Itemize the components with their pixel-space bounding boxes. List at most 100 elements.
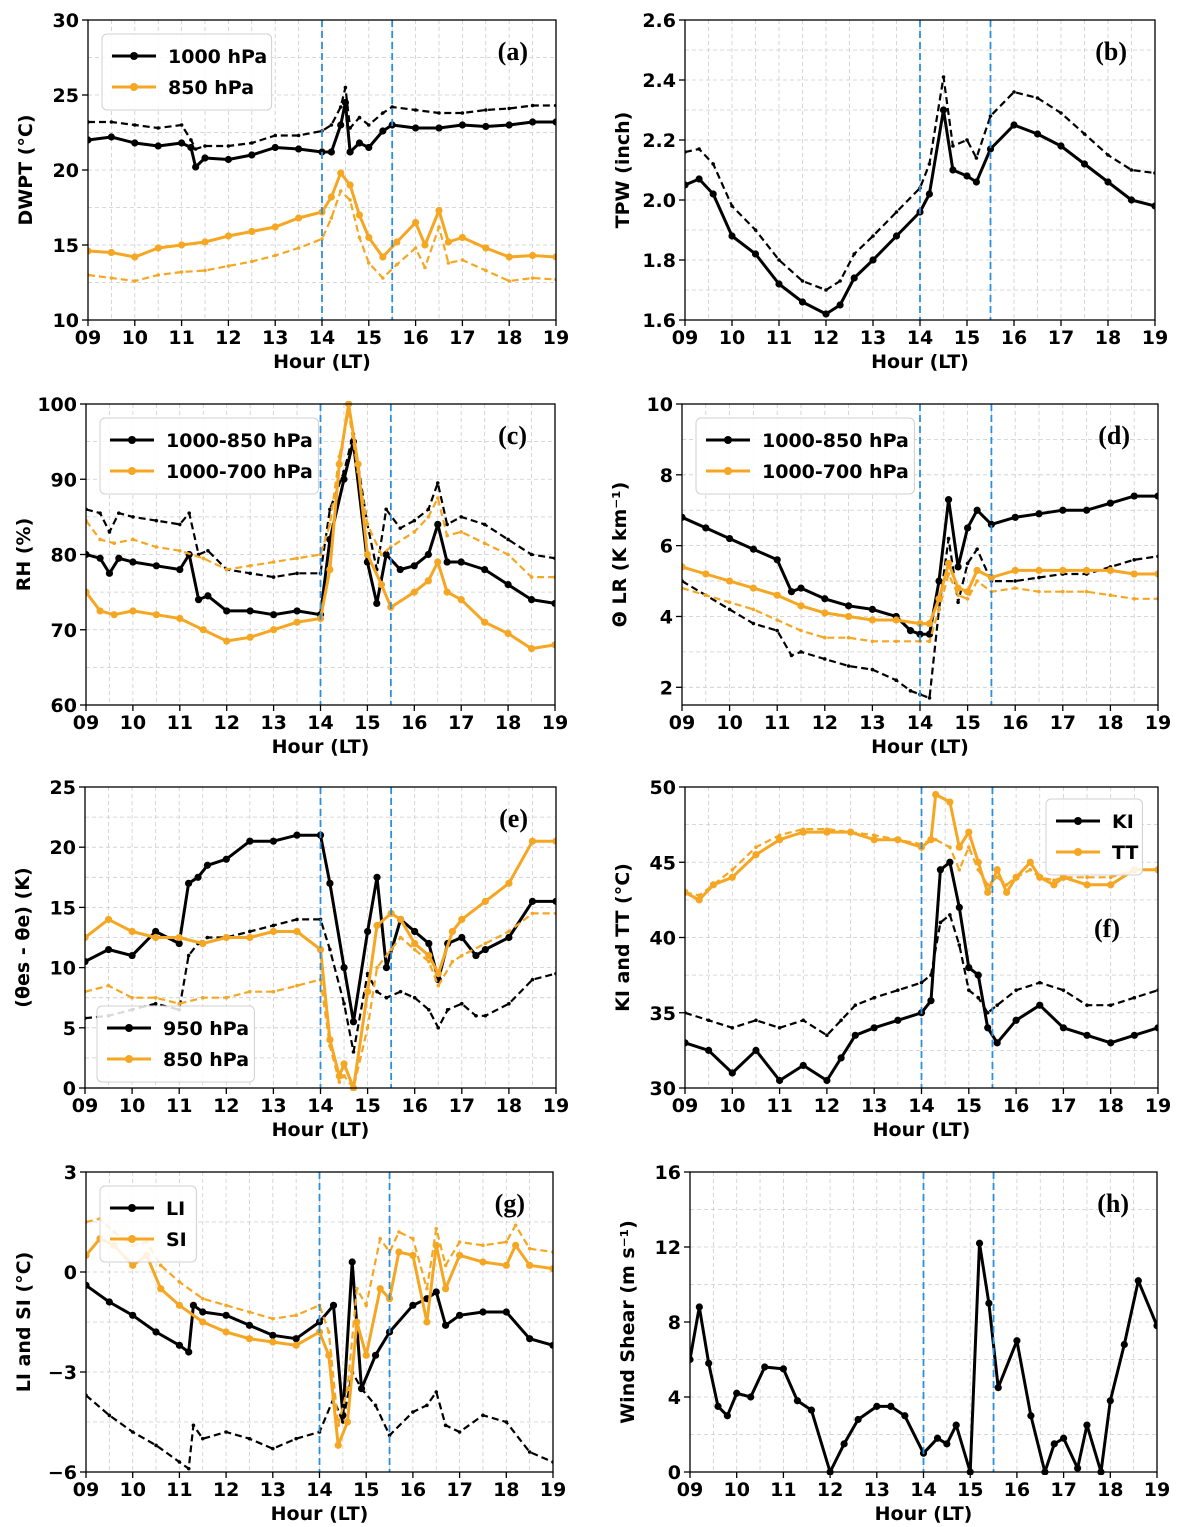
data-point bbox=[346, 181, 354, 189]
x-tick-label: 18 bbox=[496, 1095, 522, 1117]
x-tick-label: 16 bbox=[401, 712, 427, 734]
legend-label: 1000 hPa bbox=[168, 46, 267, 68]
data-point bbox=[382, 550, 390, 559]
data-point bbox=[985, 1010, 990, 1015]
data-point bbox=[985, 883, 990, 887]
data-point bbox=[445, 522, 449, 527]
data-point bbox=[754, 845, 758, 849]
data-point bbox=[730, 1026, 735, 1030]
y-axis-label: (θes - θe) (K) bbox=[12, 867, 34, 1007]
data-point bbox=[1012, 90, 1016, 94]
legend-box bbox=[99, 417, 319, 495]
data-point bbox=[343, 1418, 352, 1426]
x-tick-label: 09 bbox=[75, 327, 101, 349]
data-point bbox=[367, 261, 371, 265]
data-point bbox=[200, 1436, 205, 1441]
data-point bbox=[753, 228, 758, 232]
data-point bbox=[1037, 875, 1042, 880]
data-point bbox=[107, 248, 115, 257]
data-point bbox=[944, 559, 953, 567]
data-point bbox=[129, 1311, 137, 1319]
data-point bbox=[1107, 881, 1115, 889]
data-point bbox=[946, 536, 951, 541]
x-tick-label: 18 bbox=[1097, 1479, 1123, 1501]
data-point bbox=[1028, 867, 1033, 872]
data-point bbox=[362, 1351, 370, 1359]
x-tick-label: 19 bbox=[543, 1095, 569, 1117]
data-point bbox=[337, 121, 345, 129]
data-point bbox=[346, 148, 354, 156]
data-point bbox=[1107, 1039, 1115, 1047]
y-tick-label: 12 bbox=[655, 1237, 681, 1259]
data-point bbox=[527, 644, 536, 653]
dashed-series-line bbox=[88, 189, 556, 283]
x-tick-label: 14 bbox=[907, 327, 933, 349]
data-point bbox=[271, 143, 279, 152]
data-point bbox=[1130, 492, 1138, 500]
data-point bbox=[271, 223, 279, 231]
data-point bbox=[850, 274, 858, 282]
data-point bbox=[199, 1308, 207, 1316]
x-tick-label: 19 bbox=[1144, 1479, 1170, 1501]
data-point bbox=[836, 301, 844, 309]
data-point bbox=[326, 879, 334, 887]
data-point bbox=[916, 619, 924, 628]
data-point bbox=[327, 148, 335, 156]
data-point bbox=[697, 893, 701, 898]
data-point bbox=[1037, 589, 1041, 594]
data-point bbox=[295, 571, 299, 576]
data-point bbox=[178, 139, 186, 147]
data-point bbox=[789, 653, 794, 658]
data-point bbox=[245, 1321, 254, 1329]
data-point bbox=[1130, 1031, 1138, 1039]
x-tick-label: 17 bbox=[1050, 1095, 1076, 1117]
data-point bbox=[873, 1402, 881, 1410]
x-axis-label: Hour (LT) bbox=[273, 351, 371, 373]
x-tick-label: 13 bbox=[860, 327, 886, 349]
data-point bbox=[328, 522, 332, 527]
data-point bbox=[871, 234, 875, 238]
data-point bbox=[854, 1415, 862, 1424]
data-point bbox=[957, 943, 962, 947]
data-point bbox=[929, 973, 933, 977]
data-point bbox=[955, 843, 963, 851]
data-point bbox=[823, 657, 827, 661]
data-point bbox=[483, 941, 488, 946]
x-tick-label: 12 bbox=[213, 712, 239, 734]
data-point bbox=[822, 310, 830, 318]
legend-label: LI bbox=[166, 1198, 185, 1220]
data-point bbox=[504, 1420, 509, 1424]
data-point bbox=[271, 989, 276, 994]
data-point bbox=[973, 506, 981, 514]
data-point bbox=[269, 1338, 277, 1346]
data-point bbox=[709, 190, 717, 198]
data-point bbox=[293, 927, 301, 936]
data-point bbox=[381, 276, 385, 280]
data-point bbox=[956, 600, 960, 605]
data-point bbox=[152, 1328, 160, 1336]
data-point bbox=[459, 515, 464, 519]
data-point bbox=[222, 1328, 230, 1336]
data-point bbox=[695, 896, 703, 904]
data-point bbox=[1057, 142, 1065, 150]
x-tick-label: 15 bbox=[954, 327, 980, 349]
data-point bbox=[292, 1341, 300, 1349]
data-point bbox=[775, 618, 779, 622]
data-point bbox=[129, 558, 137, 566]
data-point bbox=[154, 545, 159, 549]
data-point bbox=[459, 530, 464, 534]
data-point bbox=[894, 678, 898, 683]
data-point bbox=[156, 126, 160, 130]
data-point bbox=[965, 561, 970, 566]
legend: 1000 hPa 850 hPa bbox=[101, 33, 273, 111]
data-point bbox=[411, 939, 419, 948]
data-point bbox=[187, 143, 195, 152]
data-point bbox=[932, 790, 940, 799]
data-point bbox=[441, 1321, 450, 1329]
data-point bbox=[723, 1412, 731, 1420]
data-point bbox=[853, 1003, 858, 1008]
data-point bbox=[775, 628, 779, 633]
data-point bbox=[1035, 96, 1040, 100]
data-point bbox=[178, 241, 186, 249]
data-point bbox=[938, 920, 943, 925]
